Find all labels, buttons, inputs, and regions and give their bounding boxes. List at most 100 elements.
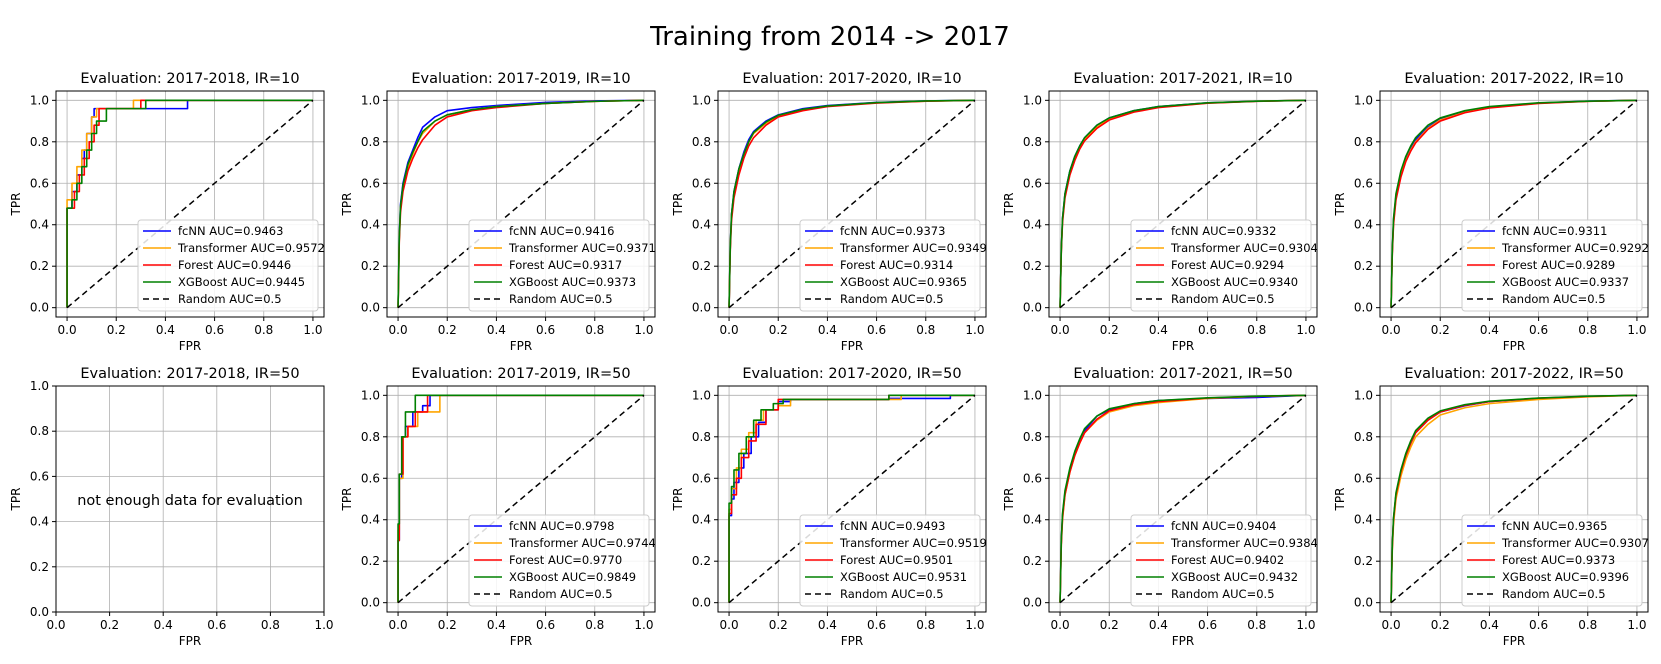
legend-box: [1130, 514, 1312, 607]
x-tick-label: 1.0: [634, 323, 653, 337]
x-tick-label: 1.0: [1627, 618, 1646, 632]
x-tick-label: 0.4: [818, 618, 837, 632]
series-xgboost-line: [1059, 99, 1306, 308]
legend-box: [799, 219, 981, 312]
y-tick-label: 0.2: [692, 259, 711, 273]
legend-label-forest: Forest AUC=0.9373: [1502, 553, 1615, 567]
x-tick-label: 1.0: [965, 618, 984, 632]
legend-label-forest: Forest AUC=0.9446: [178, 258, 291, 272]
x-axis-label: FPR: [179, 339, 201, 353]
legend-label-forest: Forest AUC=0.9294: [1171, 258, 1284, 272]
y-tick-label: 0.8: [30, 424, 49, 438]
legend-label-fcnn: fcNN AUC=0.9463: [178, 224, 283, 238]
y-axis-label: TPR: [1333, 193, 1347, 217]
y-tick-label: 0.8: [361, 135, 380, 149]
x-tick-label: 0.2: [107, 323, 126, 337]
x-tick-label: 0.8: [254, 323, 273, 337]
legend-label-forest: Forest AUC=0.9317: [509, 258, 622, 272]
series-random-line: [1390, 394, 1638, 604]
y-tick-label: 1.0: [1354, 93, 1373, 107]
y-tick-label: 0.4: [1354, 218, 1373, 232]
legend-label-transformer: Transformer AUC=0.9744: [508, 536, 656, 550]
y-tick-label: 1.0: [30, 379, 49, 393]
y-tick-label: 1.0: [361, 388, 380, 402]
y-tick-label: 0.0: [1354, 301, 1373, 315]
y-tick-label: 0.2: [1023, 259, 1042, 273]
legend-label-transformer: Transformer AUC=0.9349: [839, 241, 987, 255]
x-tick-label: 0.6: [1529, 323, 1548, 337]
panel-8: 0.0 0.0 0.2 0.2 0.4 0.4 0.6 0.6 0.8 0.8 1.0 1.0 Eval…: [671, 366, 987, 648]
series-group: [1390, 394, 1638, 604]
series-group: [728, 99, 976, 309]
y-tick-label: 0.0: [1023, 301, 1042, 315]
x-tick-label: 0.4: [154, 618, 173, 632]
series-random-line: [1059, 394, 1307, 604]
x-tick-label: 0.8: [585, 323, 604, 337]
x-tick-label: 1.0: [634, 618, 653, 632]
x-tick-label: 0.4: [818, 323, 837, 337]
y-tick-label: 0.2: [361, 554, 380, 568]
series-group: [397, 394, 645, 604]
series-xgboost-line: [728, 394, 975, 603]
legend: fcNN AUC=0.9463 Transformer AUC=0.9572 For…: [137, 219, 325, 312]
y-axis-label: TPR: [340, 193, 354, 217]
panel-title: Evaluation: 2017-2019, IR=10: [411, 71, 630, 87]
panel-10: 0.0 0.0 0.2 0.2 0.4 0.4 0.6 0.6 0.8 0.8 1.0 1.0 Eval…: [1333, 366, 1649, 648]
y-tick-label: 1.0: [1023, 93, 1042, 107]
x-tick-label: 0.8: [261, 618, 280, 632]
x-tick-label: 1.0: [965, 323, 984, 337]
y-tick-label: 0.4: [1023, 513, 1042, 527]
series-random-line: [66, 99, 314, 309]
x-tick-label: 0.0: [58, 323, 77, 337]
x-tick-label: 0.8: [585, 618, 604, 632]
legend-label-transformer: Transformer AUC=0.9371: [508, 241, 656, 255]
y-axis-label: TPR: [9, 193, 23, 217]
legend: fcNN AUC=0.9493 Transformer AUC=0.9519 For…: [799, 514, 987, 607]
x-tick-label: 0.6: [1529, 618, 1548, 632]
axes-frame: [1048, 90, 1318, 318]
x-axis-label: FPR: [1503, 634, 1525, 648]
axes-frame: [1379, 385, 1649, 613]
x-tick-label: 0.4: [1480, 323, 1499, 337]
legend: fcNN AUC=0.9311 Transformer AUC=0.9292 For…: [1461, 219, 1649, 312]
y-tick-label: 0.8: [361, 430, 380, 444]
series-xgboost-line: [728, 99, 975, 308]
legend-label-xgboost: XGBoost AUC=0.9396: [1502, 570, 1629, 584]
legend-label-random: Random AUC=0.5: [1502, 292, 1606, 306]
y-tick-label: 0.0: [692, 301, 711, 315]
x-tick-label: 0.2: [769, 323, 788, 337]
y-tick-label: 0.4: [692, 218, 711, 232]
y-tick-label: 0.0: [30, 605, 49, 619]
x-tick-label: 0.0: [1051, 323, 1070, 337]
x-tick-label: 0.0: [1382, 323, 1401, 337]
y-tick-label: 0.4: [1023, 218, 1042, 232]
x-tick-label: 0.8: [1247, 323, 1266, 337]
legend-box: [468, 514, 650, 607]
legend-label-fcnn: fcNN AUC=0.9332: [1171, 224, 1276, 238]
legend-label-forest: Forest AUC=0.9402: [1171, 553, 1284, 567]
legend-label-transformer: Transformer AUC=0.9307: [1501, 536, 1649, 550]
axes-frame: [55, 90, 325, 318]
legend-label-random: Random AUC=0.5: [1502, 587, 1606, 601]
legend-box: [468, 219, 650, 312]
y-tick-label: 0.4: [30, 515, 49, 529]
axes-frame: [55, 385, 325, 613]
panel-9: 0.0 0.0 0.2 0.2 0.4 0.4 0.6 0.6 0.8 0.8 1.0 1.0 Eval…: [1002, 366, 1318, 648]
legend-label-forest: Forest AUC=0.9289: [1502, 258, 1615, 272]
panel-3: 0.0 0.0 0.2 0.2 0.4 0.4 0.6 0.6 0.8 0.8 1.0 1.0 Eval…: [671, 71, 987, 353]
legend-label-forest: Forest AUC=0.9770: [509, 553, 622, 567]
legend-label-transformer: Transformer AUC=0.9292: [1501, 241, 1649, 255]
panels-grid: 0.0 0.0 0.2 0.2 0.4 0.4 0.6 0.6 0.8 0.8 1.0 1.0 Eval…: [9, 71, 1649, 648]
series-group: [1390, 99, 1638, 309]
y-axis-label: TPR: [1333, 488, 1347, 512]
y-axis-label: TPR: [671, 488, 685, 512]
x-tick-label: 0.4: [487, 618, 506, 632]
y-tick-label: 0.6: [361, 471, 380, 485]
y-axis-label: TPR: [9, 488, 23, 512]
legend-label-random: Random AUC=0.5: [178, 292, 282, 306]
y-tick-label: 1.0: [361, 93, 380, 107]
legend-label-xgboost: XGBoost AUC=0.9373: [509, 275, 636, 289]
y-tick-label: 0.2: [30, 560, 49, 574]
y-axis-label: TPR: [671, 193, 685, 217]
y-tick-label: 0.2: [30, 259, 49, 273]
